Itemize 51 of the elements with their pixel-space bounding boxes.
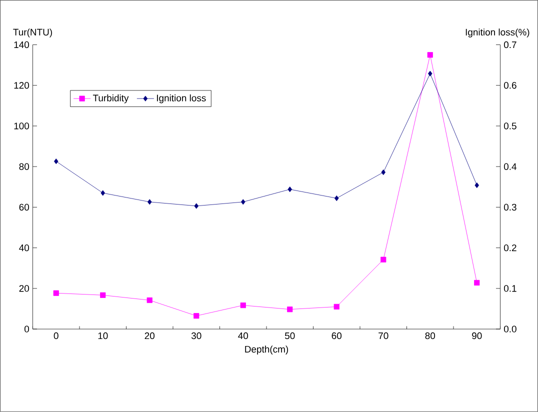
y-tick-label: 60: [19, 204, 30, 211]
point: [288, 186, 292, 192]
y2-tick-label: 0.0: [504, 326, 516, 332]
y-tick-label: 80: [19, 163, 30, 170]
x-tick-label: 90: [472, 332, 482, 340]
point: [240, 302, 246, 308]
point: [334, 196, 339, 202]
y2-axis-title: Ignition loss(%): [466, 28, 530, 38]
y-tick-label: 120: [14, 82, 30, 89]
y-tick-label: 140: [14, 41, 30, 48]
y-tick-label: 0: [24, 326, 30, 332]
point: [380, 256, 386, 262]
y-tick-label: 40: [19, 244, 30, 252]
y-tick-label: 20: [19, 285, 30, 292]
x-tick-label: 70: [378, 332, 388, 340]
y2-tick-label: 0.5: [504, 122, 516, 130]
y2-tick-label: 0.7: [504, 41, 516, 48]
point: [146, 298, 152, 304]
x-tick-label: 60: [332, 332, 342, 340]
point: [474, 182, 480, 188]
legend-label: Turbidity: [92, 94, 129, 104]
point: [428, 70, 432, 76]
point: [147, 199, 152, 205]
point: [53, 290, 59, 296]
point: [100, 190, 106, 196]
x-tick-label: 50: [284, 332, 295, 340]
y-axis-title: Tur(NTU): [13, 28, 52, 38]
x-tick-label: 30: [191, 332, 202, 340]
y2-tick-label: 0.4: [504, 163, 517, 170]
y2-tick-label: 0.1: [504, 285, 516, 292]
y2-tick-label: 0.2: [504, 244, 516, 252]
point: [194, 203, 199, 209]
point: [381, 170, 386, 176]
point: [427, 52, 433, 58]
point: [474, 280, 480, 286]
y-tick-label: 100: [14, 122, 30, 130]
x-tick-label: 40: [238, 332, 248, 340]
point: [54, 158, 58, 164]
point: [194, 313, 200, 319]
y2-tick-label: 0.6: [504, 82, 516, 89]
legend-label: Ignition loss: [157, 94, 206, 104]
x-axis-title: Depth(cm): [245, 346, 288, 355]
x-tick-label: 10: [98, 332, 108, 340]
point: [287, 306, 293, 312]
point: [100, 292, 106, 298]
x-tick-label: 20: [144, 332, 155, 340]
x-tick-label: 0: [54, 332, 58, 340]
point: [240, 199, 246, 205]
point: [334, 304, 340, 310]
y2-tick-label: 0.3: [504, 204, 516, 211]
x-tick-label: 80: [425, 332, 436, 340]
